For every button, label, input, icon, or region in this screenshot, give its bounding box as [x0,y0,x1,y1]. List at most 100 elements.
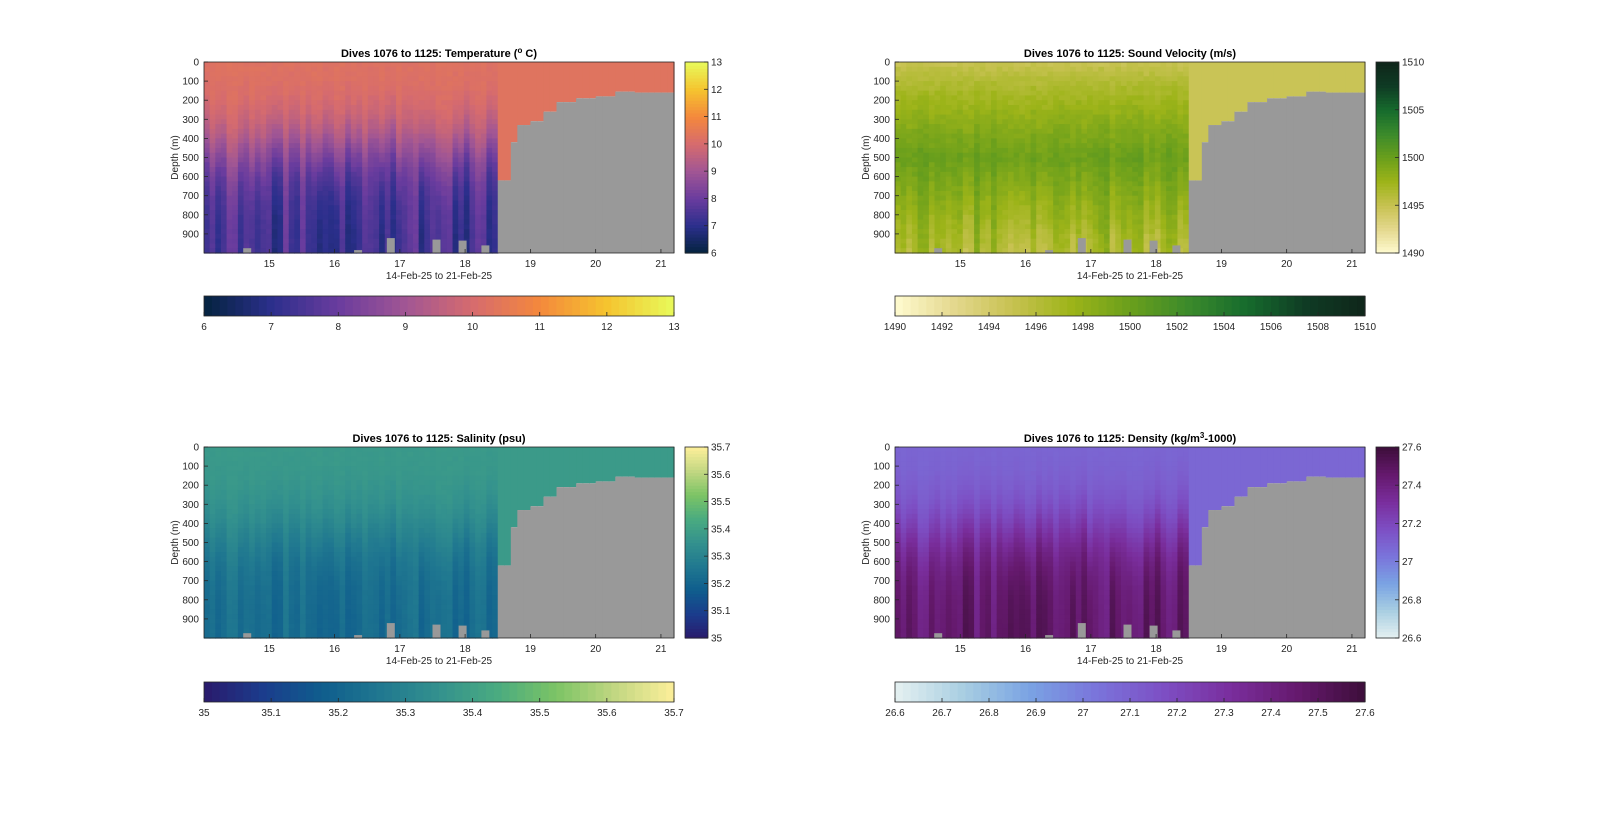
heatmap-cell [911,95,919,101]
colorbar-segment [493,296,503,316]
heatmap-cell [356,109,363,116]
heatmap-cell [441,167,448,173]
heatmap-cell [249,162,256,168]
heatmap-cell [311,238,318,245]
heatmap-cell [917,224,924,230]
heatmap-cell [1109,119,1116,125]
heatmap-cell [367,205,375,211]
heatmap-cell [1013,186,1020,192]
heatmap-cell [974,210,981,216]
heatmap-cell [1041,190,1049,197]
heatmap-cell [237,614,245,620]
heatmap-cell [1160,147,1167,154]
heatmap-cell [237,85,245,92]
heatmap-cell [463,162,471,168]
heatmap-cell [991,195,998,202]
heatmap-cell [384,81,392,87]
surface-cell [582,62,590,99]
heatmap-cell [1070,62,1077,68]
colorbar-segment [251,296,260,316]
colorbar-segment [1247,296,1256,316]
heatmap-cell [249,248,256,254]
heatmap-cell [962,171,970,178]
heatmap-cell [232,618,239,625]
heatmap-cell [204,167,211,173]
heatmap-cell [429,133,437,140]
heatmap-cell [390,162,397,168]
heatmap-cell [934,62,941,68]
heatmap-cell [1092,181,1099,187]
heatmap-cell [384,100,392,106]
heatmap-cell [895,229,902,235]
heatmap-cell [1092,71,1099,77]
heatmap-cell [209,547,216,553]
heatmap-cell [1070,195,1077,202]
heatmap-cell [305,124,312,130]
heatmap-cell [957,133,964,140]
heatmap-cell [480,171,488,178]
heatmap-cell [1041,238,1049,245]
x-tick-label: 18 [460,259,472,270]
heatmap-cell [475,100,482,106]
heatmap-cell [271,133,279,140]
heatmap-cell [429,210,437,216]
heatmap-cell [469,243,476,249]
heatmap-cell [1115,138,1122,144]
heatmap-cell [435,181,442,187]
x-tick-label: 17 [394,259,406,270]
heatmap-cell [900,238,907,245]
heatmap-cell [1166,248,1173,254]
heatmap-cell [1149,229,1156,235]
heatmap-cell [350,238,358,245]
heatmap-cell [396,157,403,163]
heatmap-cell [985,133,992,140]
heatmap-cell [480,71,488,77]
heatmap-cell [413,104,420,111]
heatmap-cell [305,143,312,149]
heatmap-cell [1177,100,1184,106]
heatmap-cell [1120,124,1128,130]
heatmap-cell [350,219,358,225]
heatmap-cell [396,243,403,249]
x-tick-label: 19 [1216,259,1228,270]
heatmap-cell [209,537,216,544]
heatmap-cell [277,233,284,240]
heatmap-cell [1171,233,1179,240]
heatmap-cell [220,157,228,163]
heatmap-cell [463,109,471,116]
heatmap-cell [424,114,431,120]
heatmap-cell [1126,109,1133,116]
heatmap-cell [362,176,369,182]
heatmap-cell [215,451,222,458]
heatmap-cell [475,200,482,206]
heatmap-cell [300,238,307,245]
heatmap-cell [1143,219,1150,225]
heatmap-cell [305,238,312,245]
colorbar-segment [1376,195,1399,200]
heatmap-cell [243,133,250,140]
heatmap-cell [243,233,250,240]
surface-cell [1208,62,1216,126]
heatmap-cell [469,124,476,130]
heatmap-cell [492,162,499,168]
surface-cell [654,62,662,93]
heatmap-cell [305,190,312,197]
heatmap-cell [266,224,273,230]
heatmap-cell [226,85,233,92]
heatmap-cell [209,85,216,92]
heatmap-cell [254,71,262,77]
heatmap-cell [1166,95,1173,101]
heatmap-cell [979,66,986,73]
heatmap-cell [316,243,324,249]
heatmap-cell [1143,181,1150,187]
heatmap-cell [204,66,211,73]
heatmap-cell [396,162,403,168]
heatmap-cell [446,210,454,216]
heatmap-cell [917,138,924,144]
heatmap-cell [316,62,324,68]
heatmap-cell [1137,76,1145,82]
heatmap-cell [424,195,431,202]
heatmap-cell [215,133,222,140]
heatmap-cell [413,243,420,249]
heatmap-cell [446,162,454,168]
